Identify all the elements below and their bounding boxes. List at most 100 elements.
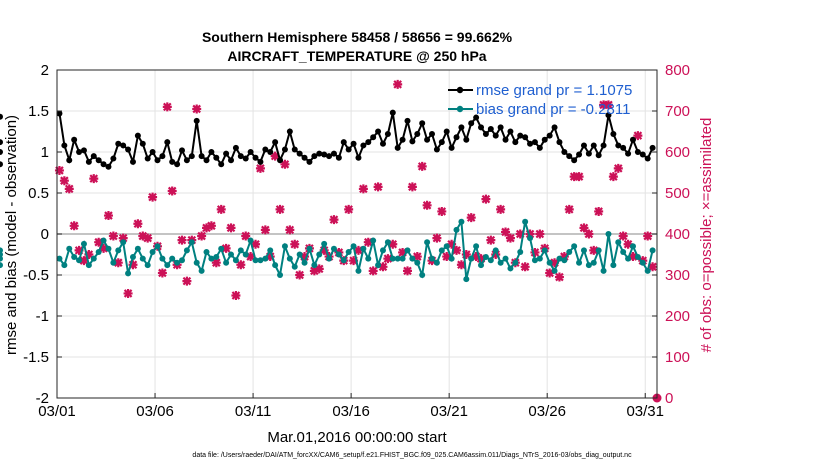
obs-count-point-11 (108, 231, 118, 241)
rmse-point-81 (453, 134, 460, 141)
chart-subtitle: AIRCRAFT_TEMPERATURE @ 250 hPa (227, 48, 486, 64)
rmse-point-32 (213, 154, 220, 161)
rmse-point-119 (639, 151, 646, 158)
rmse-point-116 (625, 150, 632, 157)
rmse-point-53 (316, 150, 323, 157)
y-tick-label-6: 1 (41, 144, 49, 161)
rmse-point-80 (448, 144, 455, 151)
bias-point-81 (453, 226, 460, 233)
rmse-point-58 (340, 139, 347, 146)
obs-count-point-40 (251, 239, 261, 249)
obs-count-point-18 (143, 233, 153, 243)
rmse-point-125 (0, 161, 3, 168)
rmse-point-105 (571, 157, 578, 164)
y-tick-label-5: 0.5 (28, 185, 49, 202)
bias-point-23 (169, 255, 176, 262)
rmse-point-36 (232, 144, 239, 151)
bias-point-17 (139, 255, 146, 262)
bias-point-0 (56, 255, 63, 262)
obs-count-point-7 (89, 174, 99, 184)
bias-point-57 (335, 251, 342, 258)
bias-point-60 (350, 243, 357, 250)
rmse-point-57 (335, 154, 342, 161)
rmse-point-74 (419, 120, 426, 127)
rmse-point-40 (252, 154, 259, 161)
bias-point-50 (301, 259, 308, 266)
obs-count-point-86 (476, 254, 486, 264)
obs-count-point-108 (584, 229, 594, 239)
obs-count-point-34 (221, 243, 231, 253)
rmse-point-21 (159, 153, 166, 160)
bias-point-56 (330, 245, 337, 252)
legend-rmse-marker (456, 86, 464, 94)
obs-count-point-41 (255, 163, 265, 173)
bias-point-100 (546, 259, 553, 266)
obs-count-point-107 (579, 223, 589, 233)
obs-count-point-5 (79, 256, 89, 266)
bias-point-28 (193, 259, 200, 266)
obs-count-point-9 (99, 243, 109, 253)
obs-count-point-106 (574, 172, 584, 182)
rmse-point-20 (154, 157, 161, 164)
rmse-point-108 (585, 150, 592, 157)
rmse-point-7 (90, 153, 97, 160)
obs-count-point-113 (608, 172, 618, 182)
obs-count-point-45 (275, 204, 285, 214)
rmse-point-120 (644, 155, 651, 162)
rmse-point-73 (414, 130, 421, 137)
obs-count-point-23 (167, 186, 177, 196)
rmse-point-99 (541, 136, 548, 143)
obs-count-point-96 (525, 229, 535, 239)
bias-point-10 (105, 245, 112, 252)
rmse-point-117 (629, 136, 636, 143)
rmse-point-91 (502, 136, 509, 143)
obs-count-point-97 (530, 247, 540, 257)
rmse-point-3 (71, 136, 78, 143)
bias-point-99 (541, 247, 548, 254)
bias-point-41 (257, 257, 264, 264)
rmse-point-50 (301, 154, 308, 161)
rmse-point-63 (365, 139, 372, 146)
obs-count-point-15 (128, 260, 138, 270)
bias-point-125 (0, 247, 3, 254)
bias-point-69 (394, 255, 401, 262)
footer-data-file: data file: /Users/raeder/DAI/ATM_forcXX/… (192, 452, 632, 459)
rmse-point-28 (193, 117, 200, 124)
rmse-point-89 (492, 132, 499, 139)
data-marks (0, 80, 662, 403)
rmse-point-77 (433, 146, 440, 153)
obs-count-point-46 (280, 159, 290, 169)
obs-count-point-30 (202, 223, 212, 233)
obs-count-point-36 (231, 291, 241, 300)
y2-tick-label-0: 0 (665, 390, 673, 407)
obs-count-point-64 (368, 266, 378, 276)
obs-count-point-87 (481, 194, 491, 204)
rmse-point-27 (188, 153, 195, 160)
rmse-point-97 (531, 139, 538, 146)
bias-point-105 (571, 243, 578, 250)
x-tick-label-2: 03/11 (235, 403, 271, 420)
obs-count-point-22 (162, 102, 172, 112)
rmse-point-44 (272, 139, 279, 146)
obs-count-point-4 (74, 245, 84, 255)
bias-point-91 (502, 255, 509, 262)
bias-point-120 (644, 267, 651, 274)
rmse-point-95 (522, 134, 529, 141)
obs-count-point-0 (54, 165, 64, 175)
obs-count-point-77 (432, 233, 442, 243)
obs-count-point-50 (300, 252, 310, 262)
bias-point-66 (379, 247, 386, 254)
obs-count-point-83 (461, 250, 471, 259)
bias-point-29 (198, 267, 205, 274)
rmse-point-106 (576, 151, 583, 158)
bias-point-106 (576, 259, 583, 266)
x-axis-ticks: 03/01 03/06 03/11 03/16 03/21 03/26 03/31 (38, 393, 664, 420)
rmse-point-38 (242, 155, 249, 162)
bias-point-108 (585, 262, 592, 269)
bias-point-52 (311, 262, 318, 269)
obs-count-point-48 (290, 239, 300, 249)
obs-count-point-32 (211, 258, 221, 268)
left-axis-ticks: -2 -1.5 -1 -0.5 0 0.5 1 1.5 2 (23, 62, 62, 407)
bias-point-24 (174, 259, 181, 266)
bias-point-78 (438, 247, 445, 254)
